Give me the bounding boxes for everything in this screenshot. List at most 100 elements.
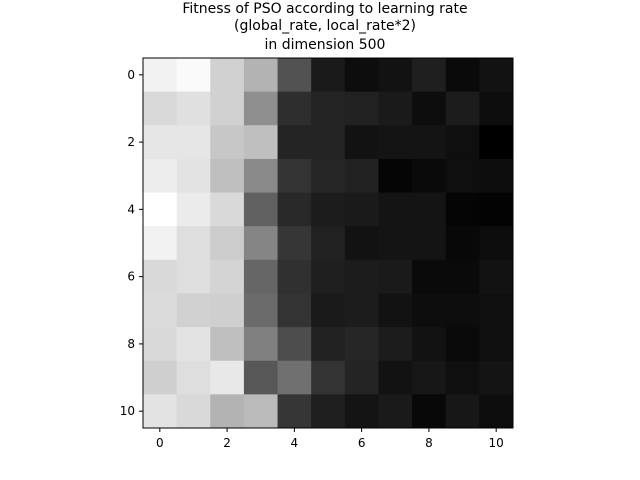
chart-title-line-1: Fitness of PSO according to learning rat…: [182, 1, 467, 17]
heatmap-cell-r1-c1: [176, 91, 211, 126]
heatmap-cell-r5-c1: [176, 226, 211, 261]
heatmap-cell-r0-c4: [277, 58, 312, 93]
heatmap-cell-r4-c10: [479, 192, 514, 227]
heatmap-cell-r10-c3: [243, 394, 278, 429]
heatmap-cell-r7-c5: [311, 293, 346, 328]
y-axis: 0 2 4 6 8 10: [120, 68, 143, 418]
heatmap-cell-r9-c8: [412, 360, 447, 395]
heatmap-cell-r6-c2: [210, 259, 245, 294]
heatmap-cell-r8-c6: [344, 327, 379, 362]
heatmap-cell-r1-c5: [311, 91, 346, 126]
heatmap-cell-r2-c0: [143, 125, 178, 160]
heatmap-cell-r4-c4: [277, 192, 312, 227]
heatmap-cell-r9-c0: [143, 360, 178, 395]
heatmap-cell-r1-c6: [344, 91, 379, 126]
x-tick-label: 8: [425, 436, 433, 450]
heatmap-cell-r1-c4: [277, 91, 312, 126]
plot-frame: [142, 57, 514, 429]
heatmap-cell-r10-c8: [412, 394, 447, 429]
heatmap-cell-r7-c6: [344, 293, 379, 328]
heatmap-cell-r7-c7: [378, 293, 413, 328]
heatmap-cell-r5-c6: [344, 226, 379, 261]
heatmap-cell-r6-c10: [479, 259, 514, 294]
heatmap-cell-r5-c10: [479, 226, 514, 261]
heatmap-cell-r8-c2: [210, 327, 245, 362]
heatmap-cell-r1-c10: [479, 91, 514, 126]
heatmap-cell-r1-c8: [412, 91, 447, 126]
heatmap-cell-r5-c8: [412, 226, 447, 261]
x-tick-label: 10: [489, 436, 504, 450]
y-tick-label: 2: [127, 135, 135, 149]
heatmap-cell-r1-c2: [210, 91, 245, 126]
heatmap-cell-r8-c10: [479, 327, 514, 362]
heatmap-cell-r10-c10: [479, 394, 514, 429]
heatmap-cell-r3-c3: [243, 158, 278, 193]
heatmap-cell-r2-c8: [412, 125, 447, 160]
heatmap-cell-r9-c9: [445, 360, 480, 395]
x-tick-label: 0: [156, 436, 164, 450]
heatmap-cell-r0-c5: [311, 58, 346, 93]
heatmap-cell-r9-c5: [311, 360, 346, 395]
heatmap-cell-r9-c10: [479, 360, 514, 395]
heatmap-cell-r10-c1: [176, 394, 211, 429]
heatmap-cell-r4-c1: [176, 192, 211, 227]
heatmap-cell-r8-c7: [378, 327, 413, 362]
heatmap-cell-r8-c3: [243, 327, 278, 362]
heatmap-cell-r8-c0: [143, 327, 178, 362]
heatmap-cell-r0-c1: [176, 58, 211, 93]
heatmap-cell-r6-c7: [378, 259, 413, 294]
heatmap-cell-r7-c8: [412, 293, 447, 328]
x-tick-label: 6: [358, 436, 366, 450]
y-tick-label: 6: [127, 270, 135, 284]
heatmap-cell-r9-c1: [176, 360, 211, 395]
heatmap-cell-r3-c5: [311, 158, 346, 193]
heatmap-cell-r7-c1: [176, 293, 211, 328]
chart-title-line-2: (global_rate, local_rate*2): [234, 18, 416, 34]
heatmap-cell-r4-c9: [445, 192, 480, 227]
y-tick-label: 4: [127, 202, 135, 216]
heatmap-cell-r6-c8: [412, 259, 447, 294]
heatmap-cell-r6-c9: [445, 259, 480, 294]
y-tick-label: 0: [127, 68, 135, 82]
heatmap-cell-r5-c5: [311, 226, 346, 261]
heatmap-cell-r3-c10: [479, 158, 514, 193]
heatmap-cell-r3-c0: [143, 158, 178, 193]
heatmap-cell-r8-c5: [311, 327, 346, 362]
heatmap-cell-r1-c0: [143, 91, 178, 126]
heatmap-cell-r0-c3: [243, 58, 278, 93]
heatmap-cell-r4-c7: [378, 192, 413, 227]
heatmap-cell-r1-c9: [445, 91, 480, 126]
y-tick-label: 8: [127, 337, 135, 351]
heatmap-cell-r9-c7: [378, 360, 413, 395]
heatmap-cell-r2-c4: [277, 125, 312, 160]
heatmap-cell-r2-c5: [311, 125, 346, 160]
heatmap-cell-r0-c2: [210, 58, 245, 93]
heatmap-cell-r8-c9: [445, 327, 480, 362]
heatmap-cell-r3-c7: [378, 158, 413, 193]
heatmap-cell-r3-c6: [344, 158, 379, 193]
x-tick-label: 4: [291, 436, 299, 450]
heatmap-cell-r10-c5: [311, 394, 346, 429]
heatmap-cell-r2-c1: [176, 125, 211, 160]
heatmap-cell-r10-c7: [378, 394, 413, 429]
heatmap-cell-r0-c9: [445, 58, 480, 93]
heatmap-cell-r8-c4: [277, 327, 312, 362]
heatmap-cell-r2-c2: [210, 125, 245, 160]
heatmap-cell-r4-c5: [311, 192, 346, 227]
heatmap-cell-r5-c4: [277, 226, 312, 261]
heatmap-cell-r6-c1: [176, 259, 211, 294]
heatmap-cell-r6-c4: [277, 259, 312, 294]
heatmap-cell-r3-c2: [210, 158, 245, 193]
heatmap-cell-r4-c2: [210, 192, 245, 227]
heatmap-cell-r2-c9: [445, 125, 480, 160]
heatmap-cell-r0-c8: [412, 58, 447, 93]
heatmap-cell-r10-c6: [344, 394, 379, 429]
heatmap-cell-r1-c7: [378, 91, 413, 126]
heatmap-cell-r2-c7: [378, 125, 413, 160]
heatmap-cell-r7-c2: [210, 293, 245, 328]
heatmap-cell-r3-c4: [277, 158, 312, 193]
heatmap-cell-r0-c0: [143, 58, 178, 93]
heatmap-cell-r9-c3: [243, 360, 278, 395]
heatmap-cell-r7-c4: [277, 293, 312, 328]
